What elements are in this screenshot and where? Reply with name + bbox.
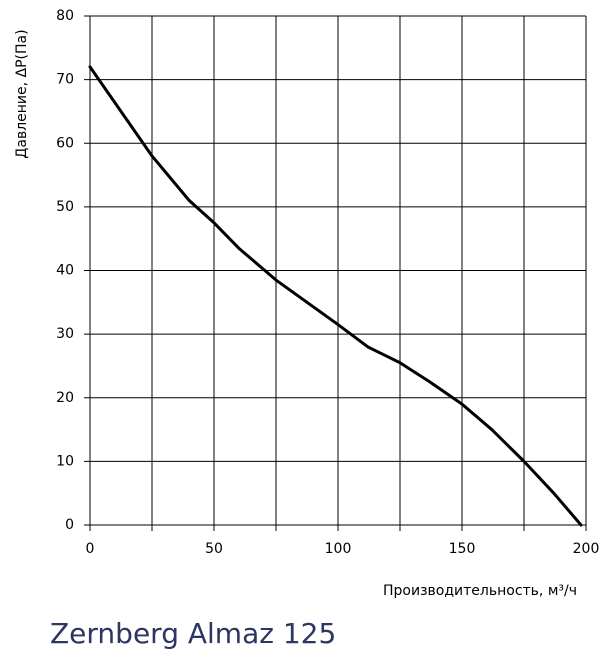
x-tick-label: 0 [86,541,95,557]
y-tick-label: 50 [56,199,74,215]
y-tick-label: 0 [65,517,74,533]
y-tick-label: 10 [56,453,74,469]
y-tick-label: 60 [56,135,74,151]
y-tick-label: 70 [56,72,74,88]
y-tick-label: 80 [56,8,74,24]
y-tick-label: 40 [56,263,74,279]
y-tick-label: 30 [56,326,74,342]
y-axis-label: Давление, ΔP(Па) [14,29,30,158]
x-tick-label: 100 [325,541,352,557]
x-tick-label: 200 [573,541,600,557]
x-axis-label: Производительность, м³/ч [383,583,577,599]
x-tick-label: 50 [205,541,223,557]
y-tick-label: 20 [56,390,74,406]
line [88,65,583,527]
x-tick-label: 150 [449,541,476,557]
chart-title: Zernberg Almaz 125 [50,617,336,650]
